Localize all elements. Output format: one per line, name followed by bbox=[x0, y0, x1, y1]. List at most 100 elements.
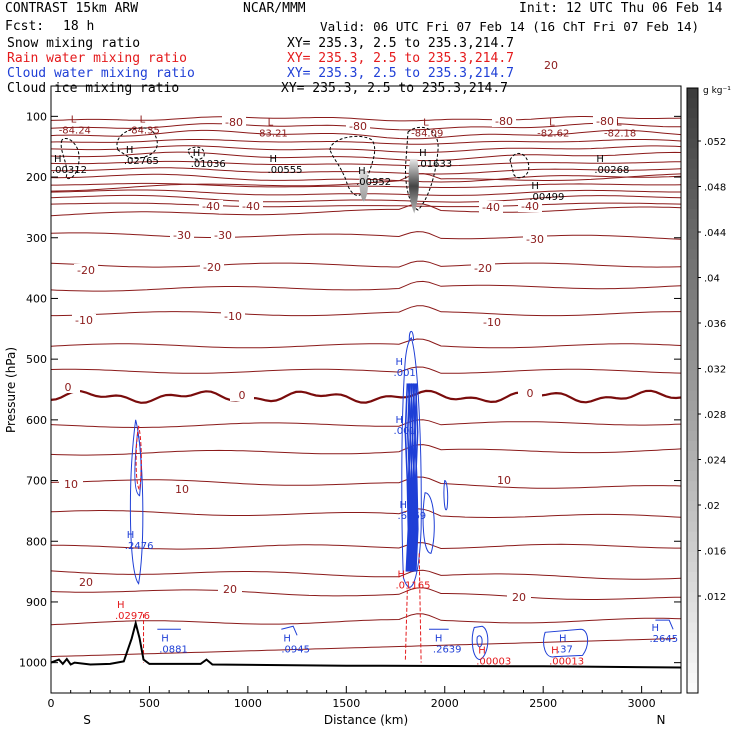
cloud-water-high-value: .0881 bbox=[159, 644, 188, 655]
colorbar-tick-label: .032 bbox=[704, 365, 726, 376]
x-end-label-south: S bbox=[83, 713, 91, 727]
x-tick-label: 3000 bbox=[628, 697, 656, 710]
snow-high-value: .01633 bbox=[417, 159, 452, 170]
forecast-hours: 18 h bbox=[63, 19, 95, 34]
snow-high-marker: H bbox=[531, 181, 539, 192]
isotherm-label-bg bbox=[74, 576, 98, 588]
colorbar-swatch bbox=[687, 370, 698, 382]
colorbar-swatch bbox=[687, 269, 698, 281]
colorbar-swatch bbox=[687, 229, 698, 240]
cloud-water-high-value: .37 bbox=[557, 644, 573, 655]
snow-high-marker: H bbox=[596, 154, 604, 165]
y-tick-label: 300 bbox=[26, 232, 47, 245]
cloud-water-high-marker: H bbox=[396, 357, 404, 368]
isotherm-label-bg bbox=[492, 115, 516, 127]
cloud-water-high-value: .2645 bbox=[649, 634, 678, 645]
isotherm-label-bg bbox=[239, 200, 263, 212]
colorbar-swatch bbox=[687, 541, 698, 553]
cloud-water-contour bbox=[413, 383, 419, 572]
colorbar-swatch bbox=[687, 98, 698, 109]
y-tick-label: 100 bbox=[26, 110, 47, 123]
low-marker: L bbox=[549, 117, 555, 128]
cloud-water-contour bbox=[443, 480, 449, 511]
cloud-water-high-marker: H bbox=[559, 633, 567, 644]
cloud-water-high-marker: H bbox=[283, 633, 291, 644]
x-end-label-north: N bbox=[657, 713, 666, 727]
isotherm-line bbox=[50, 160, 682, 167]
isotherm-label-bg bbox=[593, 115, 617, 127]
isotherm-label: -20 bbox=[203, 261, 221, 274]
isotherm-label: -40 bbox=[521, 200, 539, 213]
isotherm-line bbox=[50, 613, 682, 626]
isotherm-label-bg bbox=[518, 387, 542, 399]
colorbar-swatch bbox=[687, 652, 698, 664]
cloud-water-contour bbox=[408, 330, 415, 341]
colorbar-swatch bbox=[687, 330, 698, 341]
isotherm-label-bg bbox=[170, 229, 194, 241]
colorbar-swatch bbox=[687, 340, 698, 351]
colorbar-swatch bbox=[687, 198, 698, 210]
isotherm-label-bg bbox=[492, 474, 516, 486]
rain-high-marker: H bbox=[551, 646, 559, 657]
colorbar-swatch bbox=[687, 350, 698, 361]
colorbar-tick-label: .02 bbox=[704, 501, 720, 512]
colorbar-swatch bbox=[687, 592, 698, 603]
isotherm-line bbox=[51, 542, 681, 550]
valid-time: Valid: 06 UTC Fri 07 Feb 14 (16 ChT Fri … bbox=[320, 19, 700, 34]
isotherm-line bbox=[50, 139, 682, 145]
isotherm-label-bg bbox=[479, 201, 503, 213]
y-tick-label: 500 bbox=[26, 353, 47, 366]
snow-high-value: .01036 bbox=[191, 159, 226, 170]
cloud-water-high-value: .001 bbox=[394, 368, 416, 379]
colorbar-tick-label: .016 bbox=[704, 547, 726, 558]
isotherm-label: 10 bbox=[175, 483, 189, 496]
colorbar-swatch bbox=[687, 440, 698, 452]
init-time: Init: 12 UTC Thu 06 Feb 14 bbox=[519, 1, 723, 16]
colorbar-swatch bbox=[687, 148, 698, 160]
isotherm-label: -80 bbox=[596, 115, 614, 128]
isotherm-line bbox=[50, 508, 682, 518]
colorbar-swatch bbox=[687, 259, 698, 271]
rain-high-value: .00003 bbox=[476, 657, 511, 668]
colorbar-swatch bbox=[687, 360, 698, 371]
cloud-water-high-marker: H bbox=[651, 623, 659, 634]
terrain-line bbox=[50, 619, 682, 669]
isotherm-label-bg bbox=[72, 314, 96, 326]
y-tick-label: 200 bbox=[26, 171, 47, 184]
isotherm-label: -30 bbox=[173, 229, 191, 242]
model-title: CONTRAST 15km ARW bbox=[5, 1, 139, 16]
xy-line-cloud-water: XY= 235.3, 2.5 to 235.3,214.7 bbox=[287, 66, 514, 81]
snow-contour bbox=[187, 146, 205, 160]
cloud-water-contour bbox=[471, 625, 489, 661]
isotherm-label-bg bbox=[222, 116, 246, 128]
y-tick-label: 1000 bbox=[19, 657, 47, 670]
colorbar-swatch bbox=[687, 430, 698, 442]
org-label: NCAR/MMM bbox=[243, 1, 306, 16]
colorbar-swatch bbox=[687, 481, 698, 492]
colorbar-tick-label: .024 bbox=[704, 456, 726, 467]
snow-high-value: .02765 bbox=[124, 156, 159, 167]
colorbar-swatch bbox=[687, 188, 698, 200]
colorbar-swatch bbox=[687, 461, 698, 472]
isotherm-line bbox=[50, 203, 682, 217]
x-axis-title: Distance (km) bbox=[324, 713, 408, 727]
isotherm-line bbox=[50, 419, 682, 428]
isotherm-label-bg bbox=[199, 200, 223, 212]
isotherm-label-bg bbox=[471, 262, 495, 274]
colorbar-swatch bbox=[687, 319, 698, 331]
x-tick-label: 1000 bbox=[234, 697, 262, 710]
isotherm-label-bg bbox=[59, 478, 83, 490]
colorbar-swatch bbox=[687, 521, 698, 533]
isotherm-label: 20 bbox=[512, 591, 526, 604]
colorbar-swatch bbox=[687, 642, 698, 654]
cloud-water-high-marker: H bbox=[435, 633, 443, 644]
low-marker: L bbox=[71, 114, 77, 125]
low-value: -84.35 bbox=[128, 125, 160, 136]
isotherm-label: 20 bbox=[223, 583, 237, 596]
cloud-water-contour bbox=[404, 383, 410, 572]
isotherm-line bbox=[50, 151, 682, 162]
isotherm-line bbox=[50, 260, 682, 268]
cloud-water-high-value: .2476 bbox=[125, 541, 154, 552]
low-marker: L bbox=[616, 117, 622, 128]
